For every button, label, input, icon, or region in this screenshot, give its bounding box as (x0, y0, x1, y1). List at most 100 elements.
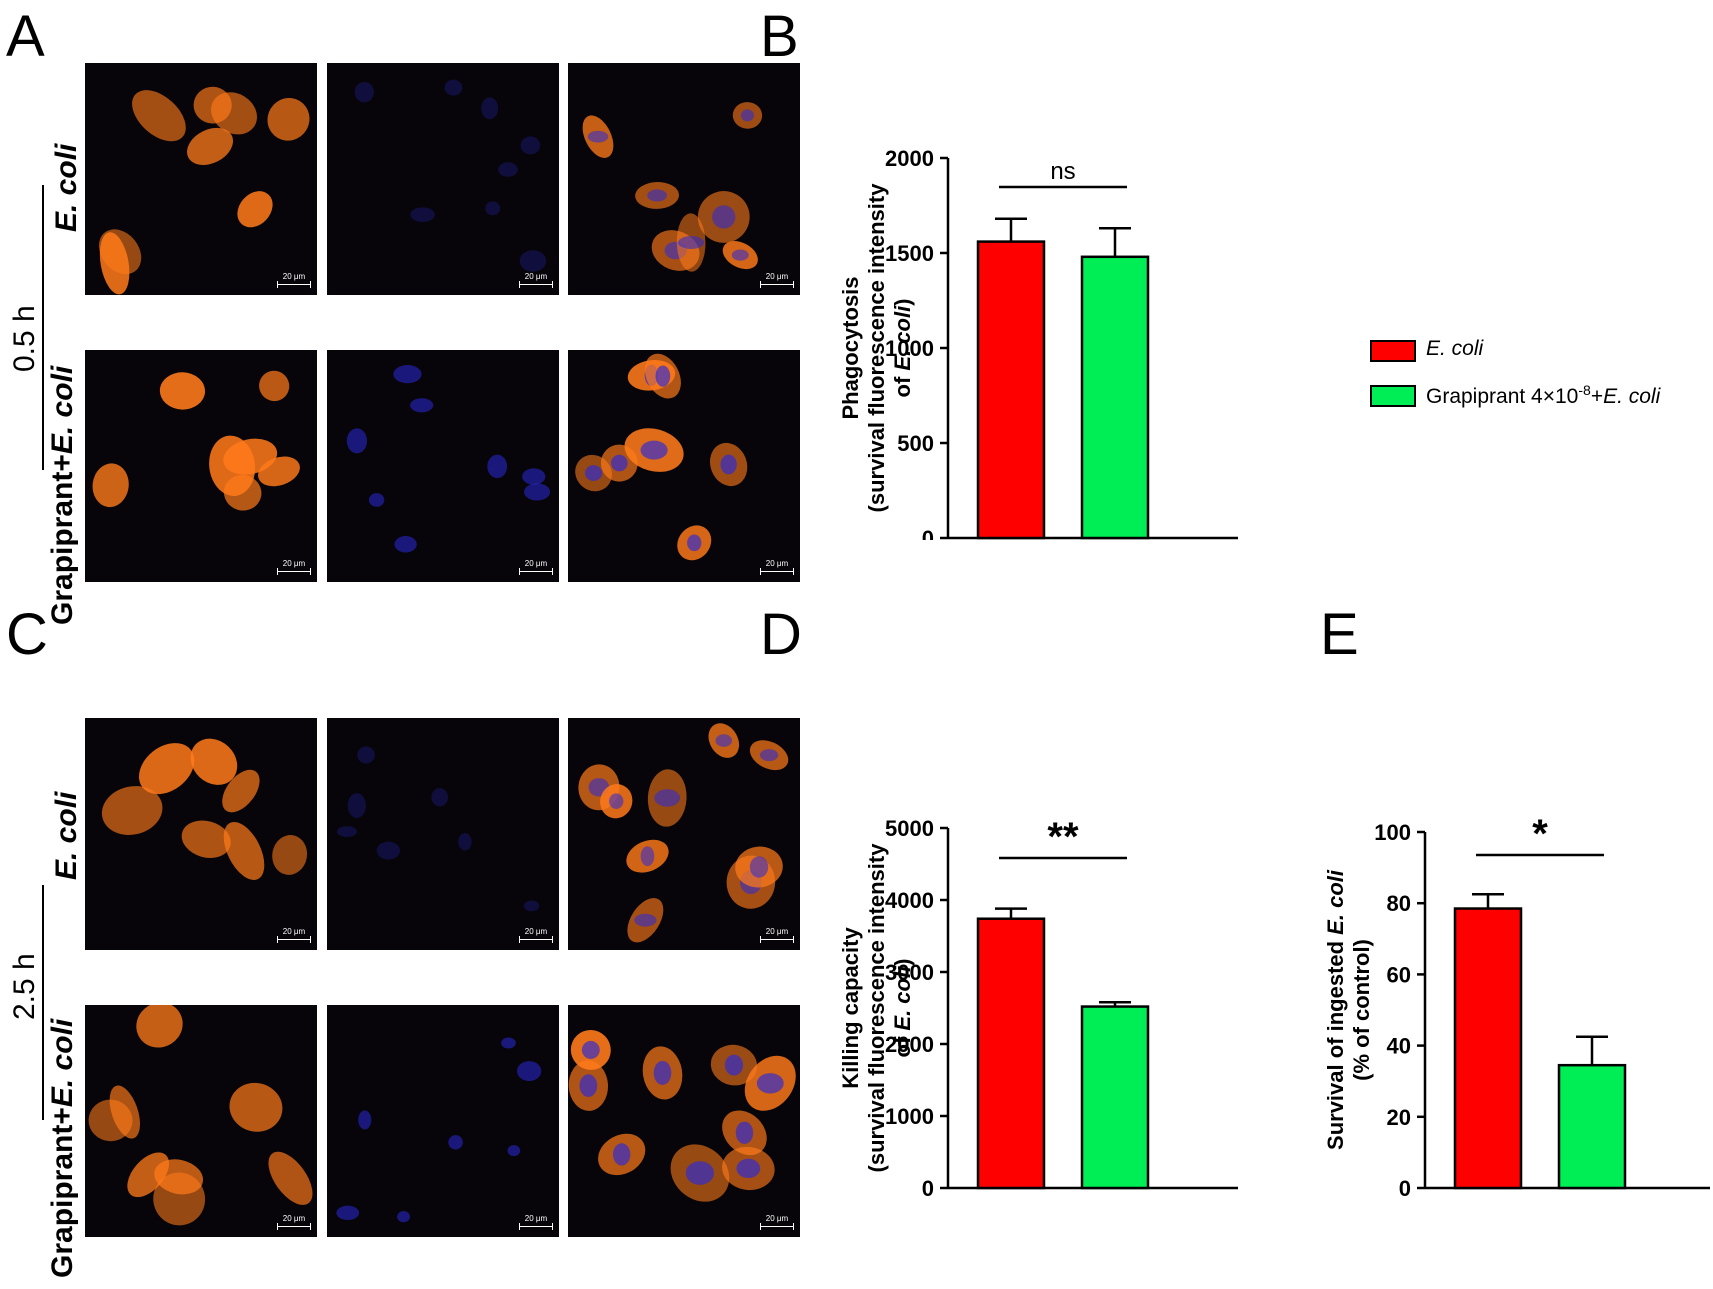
y-axis-label-line: (% of control) (1349, 939, 1374, 1081)
scale-bar-label: 20 μm (765, 927, 789, 936)
nucleus (481, 97, 499, 120)
significance-label: * (1532, 812, 1548, 856)
cell-body (99, 232, 130, 295)
cell-body (159, 372, 206, 410)
cell-body (272, 835, 308, 875)
nucleus (347, 793, 366, 818)
y-tick-label: 80 (1387, 891, 1411, 916)
cell-body (259, 370, 290, 402)
nucleus (581, 1040, 600, 1059)
nucleus (357, 746, 375, 764)
y-axis-label-line: (survival fluorescence intensity (864, 843, 889, 1173)
nucleus (759, 749, 779, 762)
micrograph-r3-c1: 20 μm (85, 718, 317, 950)
nucleus (520, 136, 541, 155)
row-divider-c (42, 885, 44, 1120)
nucleus (749, 856, 769, 878)
panel-letter-b: B (760, 4, 799, 69)
y-tick-label: 60 (1387, 962, 1411, 987)
nucleus (735, 1121, 754, 1145)
cell-body (136, 1005, 183, 1048)
scale-bar: 20 μm (760, 559, 794, 576)
nucleus (501, 1037, 516, 1049)
bar-2 (1080, 255, 1150, 540)
panel-letter-e: E (1320, 602, 1359, 667)
micrograph-r4-c3: 20 μm (568, 1005, 800, 1237)
nucleus (458, 833, 472, 851)
y-axis-label-line: Survival of ingested E. coli (1323, 869, 1348, 1150)
y-tick-label: 500 (897, 431, 934, 456)
scale-bar: 20 μm (277, 272, 311, 289)
nucleus (444, 79, 463, 96)
nucleus (346, 428, 368, 454)
cell-body (237, 191, 273, 228)
cell-body (229, 1082, 283, 1132)
nucleus (354, 81, 374, 103)
legend-swatch-ecoli (1370, 340, 1416, 362)
nucleus (610, 454, 628, 472)
nucleus (337, 826, 358, 837)
scale-bar: 20 μm (277, 1214, 311, 1231)
micrograph-r2-c1: 20 μm (85, 350, 317, 582)
nucleus (410, 207, 435, 223)
cell-body (222, 769, 260, 813)
nucleus (485, 201, 501, 216)
panel-letter-a: A (6, 4, 45, 69)
nucleus (448, 1135, 463, 1150)
row-label-ecoli-a: E. coli (50, 143, 83, 232)
nucleus (756, 1073, 784, 1094)
panel-letter-d: D (760, 602, 802, 667)
scale-bar-label: 20 μm (765, 559, 789, 568)
cell-body (223, 821, 265, 880)
y-tick-label: 2000 (885, 146, 934, 171)
cell-body (211, 92, 257, 135)
scale-bar: 20 μm (277, 927, 311, 944)
cell-body (257, 456, 300, 487)
cell-body (92, 463, 129, 508)
nucleus (358, 1110, 372, 1130)
y-tick-label: 20 (1387, 1105, 1411, 1130)
legend-swatch-grapiprant (1370, 385, 1416, 407)
scale-bar: 20 μm (519, 927, 553, 944)
y-tick-label: 0 (922, 1176, 934, 1201)
micrograph-r3-c3: 20 μm (568, 718, 800, 950)
nucleus (523, 900, 540, 912)
row-label-ecoli-c: E. coli (50, 791, 83, 880)
scale-bar-label: 20 μm (524, 272, 548, 281)
row-label-grapiprant-a: Grapiprant+E. coli (46, 365, 79, 625)
significance-label: ** (1047, 815, 1079, 859)
cell-body (186, 127, 234, 165)
cell-body (268, 1151, 313, 1205)
micrograph-r1-c3: 20 μm (568, 63, 800, 295)
bar-2 (1557, 1063, 1627, 1190)
micrograph-r2-c2: 20 μm (327, 350, 559, 582)
panel-letter-c: C (6, 602, 48, 667)
nucleus (393, 365, 422, 384)
scale-bar: 20 μm (277, 559, 311, 576)
y-axis-label: Survival of ingested E. coli(% of contro… (1323, 869, 1374, 1150)
y-tick-label: 1000 (885, 336, 934, 361)
nucleus (654, 789, 681, 807)
scale-bar-label: 20 μm (765, 272, 789, 281)
y-tick-label: 0 (1399, 1176, 1411, 1201)
nucleus (487, 454, 508, 479)
scale-bar-label: 20 μm (524, 1214, 548, 1223)
nucleus (587, 130, 609, 143)
nucleus (524, 483, 551, 501)
time-label-c: 2.5 h (8, 953, 41, 1020)
cell-body (138, 743, 195, 795)
y-tick-label: 0 (922, 526, 934, 540)
row-label-grapiprant-c: Grapiprant+E. coli (46, 1018, 79, 1278)
nucleus (640, 440, 668, 460)
chart-b: 0 500 1000 1500 2000 ns Phagocytosis (survival … (838, 146, 1238, 540)
y-tick-label: 3000 (885, 960, 934, 985)
y-axis-label: Phagocytosis (survival fluorescence inten… (838, 183, 915, 513)
nucleus (507, 1145, 521, 1157)
cell-body (101, 786, 163, 836)
nucleus (715, 734, 733, 747)
micrograph-r3-c2: 20 μm (327, 718, 559, 950)
scale-bar-label: 20 μm (524, 927, 548, 936)
scale-bar: 20 μm (760, 272, 794, 289)
scale-bar-label: 20 μm (282, 927, 306, 936)
scale-bar: 20 μm (519, 1214, 553, 1231)
